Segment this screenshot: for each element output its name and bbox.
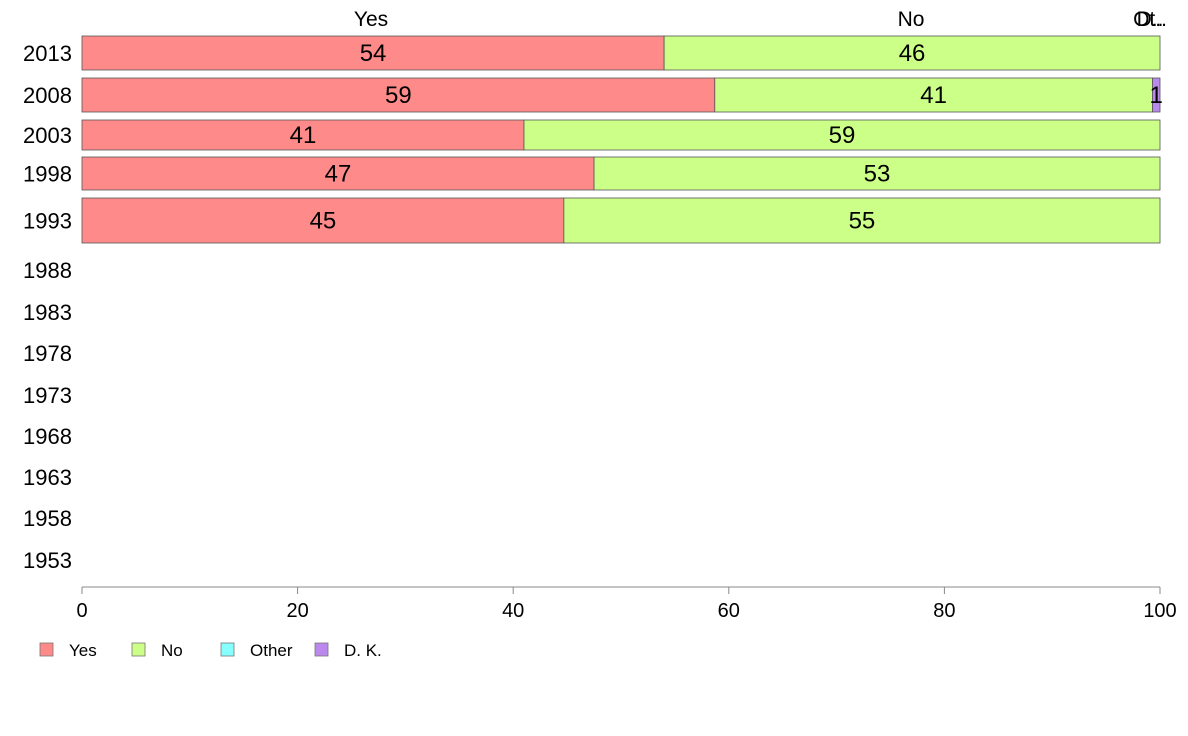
y-tick-label-1988: 1988 (23, 258, 72, 283)
x-tick-label-0: 0 (76, 600, 87, 622)
bar-1998-yes (81, 156, 595, 191)
y-tick-label-1983: 1983 (23, 300, 72, 325)
legend-swatch-other (220, 642, 235, 657)
data-label-2013-no: 46 (899, 40, 926, 67)
y-tick-label-2013: 2013 (23, 41, 72, 66)
legend-label-other: Other (250, 641, 293, 660)
top-label-2: No (898, 8, 925, 31)
x-axis: 0 20 40 60 80 100 (76, 586, 1177, 622)
y-axis-tick-labels: 2013 2008 2003 1998 1993 1988 1983 1978 1973 1968… (23, 41, 72, 573)
y-tick-label-1953: 1953 (23, 548, 72, 573)
bar-2003-no (523, 119, 1161, 151)
data-label-2008-dk: 1 (1150, 82, 1163, 109)
data-label-1998-yes: 47 (325, 161, 352, 188)
bar-2003-yes (81, 119, 525, 151)
bar-1993-yes (81, 197, 565, 244)
data-label-2008-yes: 59 (385, 82, 412, 109)
data-label-2003-no: 59 (829, 122, 856, 149)
y-tick-label-1993: 1993 (23, 209, 72, 234)
top-label-4: Ot.. (1133, 8, 1167, 31)
x-tick-label-20: 20 (286, 600, 308, 622)
bar-2013-no (663, 35, 1161, 71)
y-tick-label-1973: 1973 (23, 383, 72, 408)
x-tick-label-100: 100 (1143, 600, 1176, 622)
data-label-2008-no: 41 (920, 82, 947, 109)
x-tick-label-40: 40 (502, 600, 524, 622)
bar-2008-dk (1152, 77, 1161, 113)
legend-label-yes: Yes (69, 641, 97, 660)
y-tick-label-2008: 2008 (23, 83, 72, 108)
data-label-1993-yes: 45 (310, 208, 337, 235)
y-tick-label-1958: 1958 (23, 506, 72, 531)
top-label-3: D.. (1137, 8, 1164, 31)
legend-swatch-yes (39, 642, 54, 657)
bars: 54 46 59 41 1 41 59 47 53 45 55 (81, 35, 1163, 244)
top-label-1: Yes (354, 8, 388, 31)
x-tick-label-60: 60 (718, 600, 740, 622)
legend-label-dk: D. K. (344, 641, 382, 660)
y-tick-label-1998: 1998 (23, 162, 72, 187)
data-label-1993-no: 55 (849, 208, 876, 235)
legend-swatch-dk (314, 642, 329, 657)
bar-1993-no (563, 197, 1161, 244)
top-series-labels: Yes No D..Ot.. (354, 8, 1167, 31)
x-tick-label-80: 80 (933, 600, 955, 622)
legend: Yes No Other D. K. (39, 641, 382, 660)
data-label-1998-no: 53 (864, 161, 891, 188)
y-tick-label-1963: 1963 (23, 465, 72, 490)
legend-label-no: No (161, 641, 183, 660)
y-tick-label-2003: 2003 (23, 123, 72, 148)
y-tick-label-1978: 1978 (23, 341, 72, 366)
legend-swatch-no (131, 642, 146, 657)
y-tick-label-1968: 1968 (23, 424, 72, 449)
data-label-2013-yes: 54 (360, 40, 387, 67)
data-label-2003-yes: 41 (290, 122, 317, 149)
bar-1998-no (593, 156, 1161, 191)
